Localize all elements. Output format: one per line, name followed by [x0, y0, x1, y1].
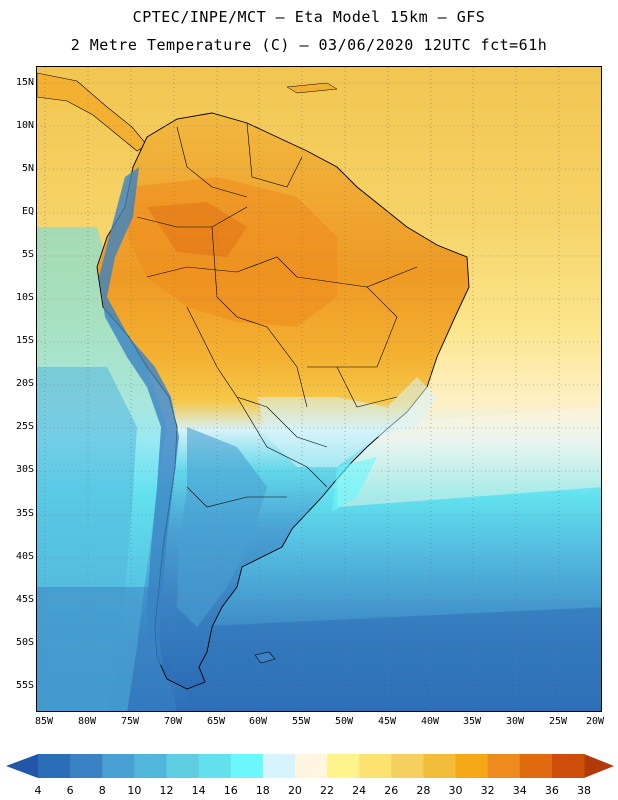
colorbar-swatch — [423, 754, 457, 778]
colorbar-swatch — [230, 754, 264, 778]
colorbar-tick-label: 28 — [416, 784, 431, 797]
colorbar-swatch — [455, 754, 489, 778]
central-america — [37, 72, 148, 152]
lat-label-40s: 40S — [15, 551, 34, 562]
colorbar-tick-label: 18 — [255, 784, 270, 797]
chart-title-line1: CPTEC/INPE/MCT – Eta Model 15km – GFS — [132, 8, 486, 26]
south-pacific-band — [37, 587, 177, 711]
lon-label-50w: 50W — [334, 716, 354, 727]
amazon-hottest-area — [147, 202, 247, 257]
lon-label-60w: 60W — [248, 716, 268, 727]
colorbar-tick-label: 4 — [34, 784, 42, 797]
colorbar-swatch — [294, 754, 328, 778]
caribbean-island — [286, 82, 338, 94]
amazon-hot-core — [127, 177, 337, 327]
colorbar-swatches — [38, 754, 585, 778]
colorbar-swatch — [551, 754, 585, 778]
chart-title-line2: 2 Metre Temperature (C) – 03/06/2020 12U… — [70, 36, 548, 54]
lon-label-75w: 75W — [120, 716, 140, 727]
colorbar-swatch — [70, 754, 103, 778]
lon-label-40w: 40W — [420, 716, 440, 727]
colorbar-tick-label: 22 — [320, 784, 335, 797]
colorbar-tick-label: 24 — [352, 784, 367, 797]
lat-label-15n: 15N — [15, 77, 34, 88]
colorbar-high-arrow — [584, 754, 614, 778]
falkland-islands — [254, 651, 276, 664]
lon-label-35w: 35W — [462, 716, 482, 727]
colorbar-tick-label: 14 — [191, 784, 206, 797]
colorbar-swatch — [102, 754, 135, 778]
colorbar-tick-label: 36 — [544, 784, 559, 797]
lat-label-35s: 35S — [15, 508, 34, 519]
lat-label-55s: 55S — [15, 680, 34, 691]
colorbar-tick-label: 38 — [577, 784, 591, 797]
subtropical-atlantic-band — [337, 407, 601, 507]
lon-label-70w: 70W — [163, 716, 183, 727]
colorbar-swatch — [327, 754, 360, 778]
colorbar-tick-label: 10 — [127, 784, 142, 797]
lon-label-65w: 65W — [206, 716, 226, 727]
colorbar-tick-label: 32 — [480, 784, 495, 797]
colorbar-swatch — [38, 754, 71, 778]
andes-cold-strip — [99, 167, 179, 667]
lat-label-45s: 45S — [15, 594, 34, 605]
lat-label-5n: 5N — [21, 163, 34, 174]
colorbar-tick-label: 12 — [159, 784, 174, 797]
colorbar-swatch — [198, 754, 232, 778]
colorbar-swatch — [391, 754, 424, 778]
colorbar-swatch — [166, 754, 200, 778]
lon-label-80w: 80W — [77, 716, 97, 727]
lon-label-30w: 30W — [505, 716, 525, 727]
lon-label-45w: 45W — [377, 716, 397, 727]
colorbar-tick-label: 34 — [512, 784, 527, 797]
colorbar — [6, 754, 614, 778]
colorbar-low-arrow — [6, 754, 38, 778]
colorbar-swatch — [487, 754, 521, 778]
colorbar-tick-label: 16 — [223, 784, 238, 797]
lon-label-25w: 25W — [548, 716, 568, 727]
colorbar-tick-label: 6 — [66, 784, 74, 797]
colorbar-tick-label: 30 — [448, 784, 463, 797]
lat-label-10s: 10S — [15, 292, 34, 303]
lat-label-10n: 10N — [15, 120, 34, 131]
colorbar-tick-label: 26 — [384, 784, 399, 797]
lat-label-50s: 50S — [15, 637, 34, 648]
patagonia-cool-area — [177, 427, 267, 627]
lat-label-eq: EQ — [21, 206, 34, 217]
lon-label-55w: 55W — [291, 716, 311, 727]
lat-label-15s: 15S — [15, 335, 34, 346]
colorbar-tick-label: 20 — [287, 784, 302, 797]
lat-label-30s: 30S — [15, 464, 34, 475]
lat-label-20s: 20S — [15, 378, 34, 389]
colorbar-swatch — [134, 754, 167, 778]
colorbar-swatch — [519, 754, 553, 778]
temperature-map — [37, 67, 601, 711]
colorbar-tick-label: 8 — [98, 784, 106, 797]
lat-label-25s: 25S — [15, 421, 34, 432]
lon-label-85w: 85W — [34, 716, 54, 727]
southern-ocean-band — [187, 607, 601, 711]
map-panel — [36, 66, 602, 712]
lon-label-20w: 20W — [585, 716, 605, 727]
lat-label-5s: 5S — [21, 249, 34, 260]
colorbar-swatch — [262, 754, 296, 778]
colorbar-swatch — [359, 754, 392, 778]
